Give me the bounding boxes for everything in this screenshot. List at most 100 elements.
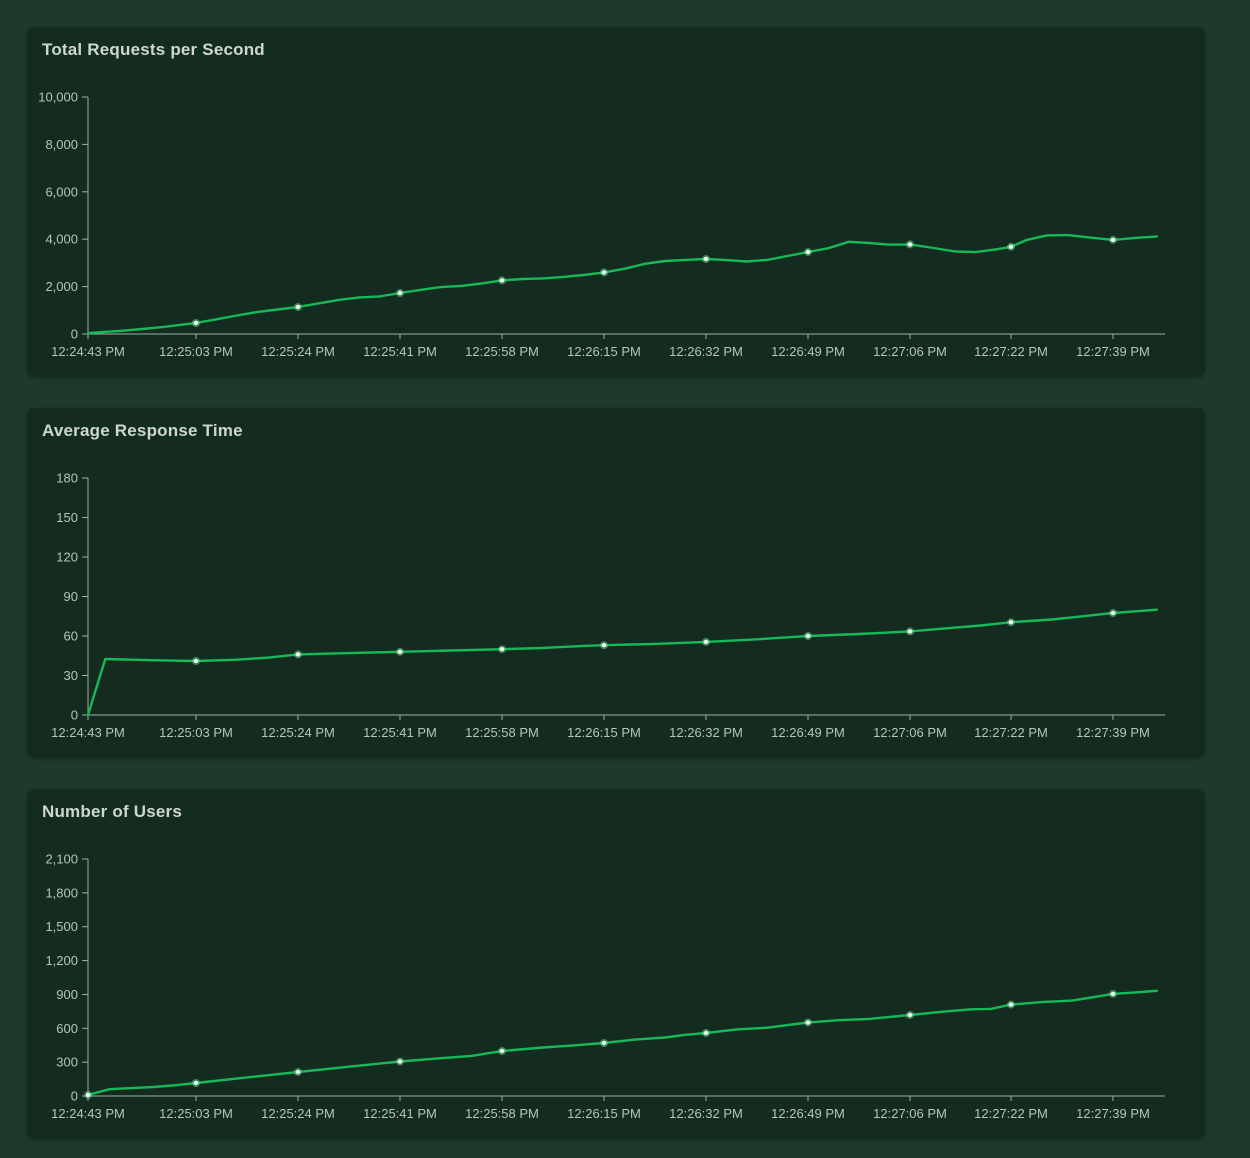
data-point-marker	[1110, 610, 1116, 616]
y-axis-tick-label: 300	[56, 1055, 78, 1070]
y-axis-tick-label: 900	[56, 987, 78, 1002]
chart-title-number-of-users: Number of Users	[42, 802, 182, 821]
x-axis-tick-label: 12:27:39 PM	[1076, 344, 1150, 359]
x-axis-tick-label: 12:27:39 PM	[1076, 725, 1150, 740]
x-axis-tick-label: 12:25:24 PM	[261, 1106, 335, 1121]
y-axis-tick-label: 2,000	[45, 279, 78, 294]
y-axis-tick-label: 120	[56, 550, 78, 565]
data-point-marker	[499, 647, 505, 652]
y-axis-tick-label: 1,500	[45, 919, 78, 934]
data-point-marker	[397, 649, 403, 654]
y-axis-tick-label: 8,000	[45, 137, 78, 152]
data-point-marker	[397, 290, 403, 296]
x-axis-tick-label: 12:27:22 PM	[974, 344, 1048, 359]
avg-response-time-line-chart[interactable]: 0 30 60 90 120 150 180 12:24:43 PM 12:25:03 PM 12…	[27, 408, 1205, 758]
x-axis-tick-label: 12:26:49 PM	[771, 344, 845, 359]
x-axis-tick-label: 12:26:32 PM	[669, 1106, 743, 1121]
axis-line	[87, 478, 1165, 716]
y-axis-tick-label: 30	[64, 668, 78, 683]
data-point-marker	[703, 1030, 709, 1036]
x-axis-tick-label: 12:27:22 PM	[974, 1106, 1048, 1121]
data-point-marker	[397, 1059, 403, 1064]
data-point-marker	[601, 1040, 607, 1046]
y-axis-tick-label: 1,800	[45, 885, 78, 900]
data-point-marker	[1008, 1002, 1014, 1007]
data-point-marker	[1110, 237, 1116, 243]
x-axis-tick-label: 12:27:06 PM	[873, 344, 947, 359]
y-axis-tick-label: 0	[71, 708, 78, 723]
axis-line	[87, 97, 1165, 335]
x-axis-tick-label: 12:26:15 PM	[567, 1106, 641, 1121]
x-axis-tick-label: 12:24:43 PM	[51, 725, 125, 740]
x-axis-tick-label: 12:26:32 PM	[669, 725, 743, 740]
x-axis-tick-label: 12:24:43 PM	[51, 344, 125, 359]
data-point-marker	[193, 1080, 199, 1086]
data-point-marker	[193, 658, 199, 664]
y-axis-tick-label: 1,200	[45, 953, 78, 968]
total-rps-line-chart[interactable]: 0 2,000 4,000 6,000 8,000 10,000 12:24:43 PM 12…	[27, 27, 1205, 377]
x-axis-tick-label: 12:25:58 PM	[465, 725, 539, 740]
x-axis-tick-label: 12:27:06 PM	[873, 1106, 947, 1121]
chart-card-avg-response-time: Average Response Time 0 30 60 90 120 150 180 12…	[27, 408, 1205, 758]
y-axis-tick-label: 6,000	[45, 184, 78, 199]
x-axis-tick-label: 12:25:41 PM	[363, 1106, 437, 1121]
data-point-marker	[907, 629, 913, 634]
data-point-marker	[499, 278, 505, 283]
chart-card-total-rps: Total Requests per Second 0 2,000 4,000 6,0…	[27, 27, 1205, 377]
data-point-marker	[907, 242, 913, 247]
x-axis-tick-label: 12:27:06 PM	[873, 725, 947, 740]
series-line	[86, 608, 1159, 717]
data-point-marker	[193, 320, 199, 326]
x-axis-tick-label: 12:27:22 PM	[974, 725, 1048, 740]
x-axis-tick-label: 12:25:41 PM	[363, 344, 437, 359]
data-point-marker	[907, 1012, 913, 1018]
x-axis-tick-label: 12:27:39 PM	[1076, 1106, 1150, 1121]
data-point-marker	[499, 1048, 505, 1054]
data-point-marker	[805, 633, 811, 639]
x-axis-tick-label: 12:24:43 PM	[51, 1106, 125, 1121]
series-line	[86, 233, 1159, 335]
y-axis-tick-label: 10,000	[38, 90, 78, 105]
x-axis-tick-label: 12:26:49 PM	[771, 725, 845, 740]
number-of-users-line-chart[interactable]: 0 300 600 900 1,200 1,500 1,800 2,100 12:24:43 P…	[27, 789, 1205, 1139]
y-axis-tick-label: 90	[64, 589, 78, 604]
y-axis-tick-label: 150	[56, 510, 78, 525]
x-axis-tick-label: 12:26:32 PM	[669, 344, 743, 359]
chart-card-number-of-users: Number of Users 0 300 600 900 1,200 1,500 1,80…	[27, 789, 1205, 1139]
data-point-marker	[805, 249, 811, 255]
x-axis-tick-label: 12:25:03 PM	[159, 1106, 233, 1121]
y-axis-tick-label: 4,000	[45, 232, 78, 247]
x-axis-tick-label: 12:25:41 PM	[363, 725, 437, 740]
data-point-marker	[601, 270, 607, 275]
data-point-marker	[1110, 991, 1116, 997]
x-axis-tick-label: 12:26:15 PM	[567, 344, 641, 359]
x-axis-tick-label: 12:25:58 PM	[465, 344, 539, 359]
x-axis-tick-label: 12:25:24 PM	[261, 344, 335, 359]
data-point-marker	[805, 1020, 811, 1025]
x-axis-tick-label: 12:25:58 PM	[465, 1106, 539, 1121]
data-point-marker	[295, 1069, 301, 1075]
y-axis-tick-label: 180	[56, 471, 78, 486]
data-point-marker	[703, 639, 709, 645]
x-axis-tick-label: 12:26:15 PM	[567, 725, 641, 740]
x-axis-tick-label: 12:25:24 PM	[261, 725, 335, 740]
data-point-marker	[601, 643, 607, 648]
data-point-marker	[85, 1092, 91, 1098]
y-axis-tick-label: 2,100	[45, 852, 78, 867]
data-point-marker	[1008, 244, 1014, 249]
data-point-marker	[703, 256, 709, 262]
y-axis-tick-label: 60	[64, 629, 78, 644]
data-point-marker	[295, 304, 301, 310]
x-axis-tick-label: 12:25:03 PM	[159, 725, 233, 740]
x-axis-tick-label: 12:26:49 PM	[771, 1106, 845, 1121]
data-point-marker	[1008, 620, 1014, 625]
chart-title-total-rps: Total Requests per Second	[42, 40, 265, 59]
chart-title-avg-response-time: Average Response Time	[42, 421, 243, 440]
y-axis-tick-label: 0	[71, 327, 78, 342]
y-axis-tick-label: 0	[71, 1089, 78, 1104]
axis-line	[87, 859, 1165, 1097]
x-axis-tick-label: 12:25:03 PM	[159, 344, 233, 359]
data-point-marker	[295, 652, 301, 657]
series-line	[86, 989, 1159, 1097]
